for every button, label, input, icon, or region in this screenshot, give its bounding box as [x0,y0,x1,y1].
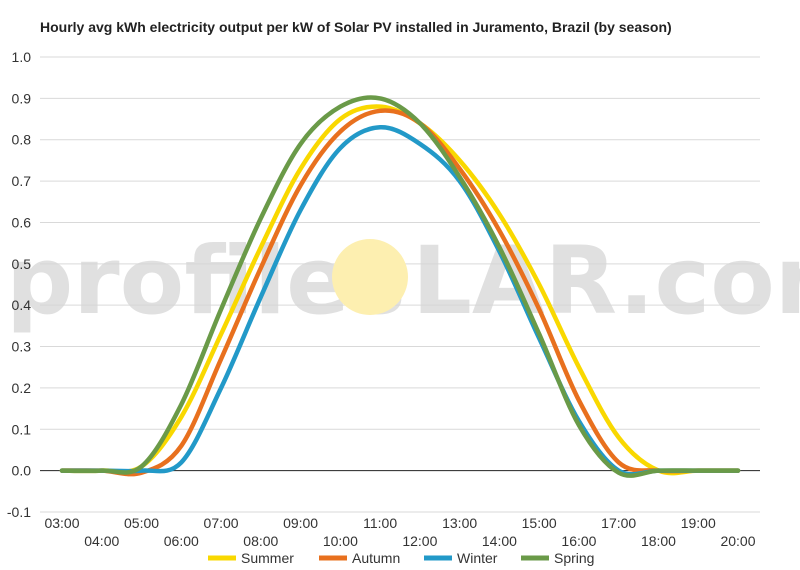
gridlines [40,56,760,513]
y-tick-label: 0.8 [12,132,32,148]
y-tick-label: 0.2 [12,380,32,396]
x-tick-label: 13:00 [442,515,477,531]
x-tick-label: 14:00 [482,533,517,549]
x-tick-label: 20:00 [720,533,755,549]
legend-label-autumn: Autumn [352,550,400,566]
y-tick-label: 1.0 [12,49,32,65]
y-axis: -0.1 0.0 0.1 0.2 0.3 0.4 0.5 0.6 0.7 0.8 0.9 1.0 [7,49,31,520]
x-tick-label: 07:00 [204,515,239,531]
x-tick-label: 04:00 [84,533,119,549]
x-tick-label: 19:00 [681,515,716,531]
y-tick-label: 0.1 [12,421,32,437]
y-tick-label: 0.5 [12,256,32,272]
x-tick-label: 17:00 [601,515,636,531]
y-tick-label: 0.9 [12,90,32,106]
series-line-spring [59,95,741,478]
legend-label-spring: Spring [554,550,594,566]
legend-label-summer: Summer [241,550,294,566]
x-tick-label: 06:00 [164,533,199,549]
x-tick-label: 08:00 [243,533,278,549]
watermark: profiles LAR.com [6,227,800,336]
legend-label-winter: Winter [457,550,498,566]
watermark-right: LAR.com [412,227,800,336]
series-line-autumn [59,108,741,477]
x-tick-label: 11:00 [363,515,397,531]
legend: Summer Autumn Winter Spring [208,550,594,566]
y-tick-label: -0.1 [7,504,31,520]
y-tick-label: 0.7 [12,173,32,189]
y-tick-label: 0.4 [12,297,32,313]
x-axis: 03:00 05:00 07:00 09:00 11:00 13:00 15:00 17:00… [44,515,755,549]
x-tick-label: 09:00 [283,515,318,531]
y-tick-label: 0.3 [12,339,32,355]
x-tick-label: 05:00 [124,515,159,531]
series-lines [59,95,741,478]
watermark-sun-icon [332,239,408,315]
y-tick-label: 0.0 [12,463,32,479]
x-tick-label: 16:00 [561,533,596,549]
x-tick-label: 15:00 [522,515,557,531]
x-tick-label: 12:00 [402,533,437,549]
y-tick-label: 0.6 [12,214,32,230]
x-tick-label: 18:00 [641,533,676,549]
x-tick-label: 03:00 [44,515,79,531]
chart-title: Hourly avg kWh electricity output per kW… [40,19,672,35]
x-tick-label: 10:00 [323,533,358,549]
